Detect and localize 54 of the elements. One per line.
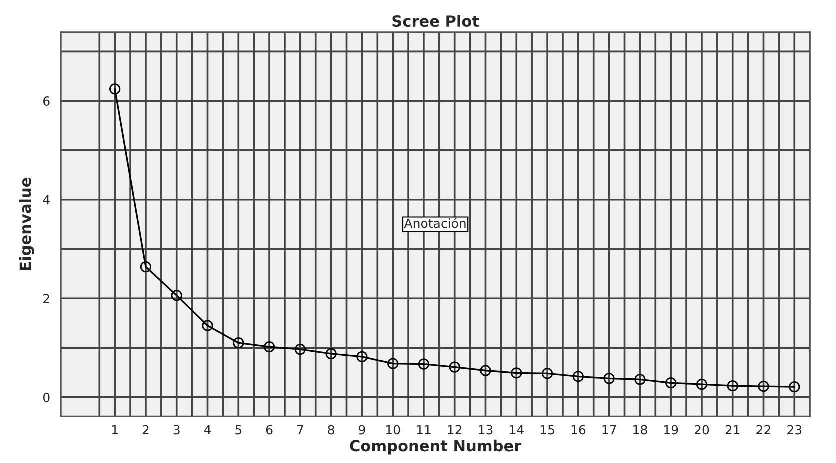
point <box>233 338 244 349</box>
x-tick-label: 21 <box>726 425 740 435</box>
x-tick-label: 19 <box>664 425 678 435</box>
x-tick-label: 2 <box>142 425 149 435</box>
point <box>511 368 522 379</box>
x-tick-label: 20 <box>694 425 710 435</box>
chart-title: Scree Plot <box>392 15 480 28</box>
y-axis-title: Eigenvalue <box>19 178 34 270</box>
x-tick-label: 18 <box>634 425 648 435</box>
point <box>542 368 554 380</box>
point <box>140 261 152 273</box>
point <box>356 351 368 362</box>
point <box>666 378 677 389</box>
point <box>572 371 584 382</box>
point <box>758 381 770 392</box>
point <box>727 380 738 392</box>
point <box>264 342 276 353</box>
y-tick-label: 2 <box>44 294 50 304</box>
y-tick-label: 0 <box>43 392 50 402</box>
annotation: Anotación <box>404 218 466 228</box>
x-tick-label: 23 <box>788 425 802 435</box>
point <box>480 365 492 376</box>
point <box>696 379 708 390</box>
point <box>110 84 121 95</box>
x-tick-label: 11 <box>417 425 431 435</box>
x-tick-label: 3 <box>174 425 180 435</box>
x-tick-label: 10 <box>386 425 400 435</box>
point <box>789 382 800 393</box>
point <box>449 362 460 373</box>
x-tick-label: 22 <box>756 425 770 435</box>
x-tick-label: 13 <box>479 425 493 435</box>
x-tick-label: 5 <box>236 425 242 435</box>
point <box>326 348 337 360</box>
point <box>418 358 430 370</box>
x-tick-label: 4 <box>204 425 212 435</box>
x-axis-title: Component Number <box>350 440 522 455</box>
point <box>202 320 214 332</box>
x-tick-label: 9 <box>359 425 366 435</box>
y-tick-label: 6 <box>44 96 50 106</box>
y-tick-label: 4 <box>43 195 50 205</box>
x-tick-label: 12 <box>448 425 462 435</box>
point <box>294 344 306 356</box>
point <box>604 373 615 384</box>
x-tick-label: 14 <box>510 425 524 435</box>
x-tick-label: 17 <box>602 425 616 435</box>
x-tick-label: 8 <box>328 425 334 435</box>
point <box>171 290 182 302</box>
x-tick-label: 16 <box>572 425 586 435</box>
x-tick-label: 6 <box>266 425 273 435</box>
x-tick-label: 1 <box>112 425 118 435</box>
x-tick-label: 15 <box>540 425 554 435</box>
x-tick-label: 7 <box>297 425 304 435</box>
point <box>634 374 646 386</box>
point <box>388 358 399 370</box>
